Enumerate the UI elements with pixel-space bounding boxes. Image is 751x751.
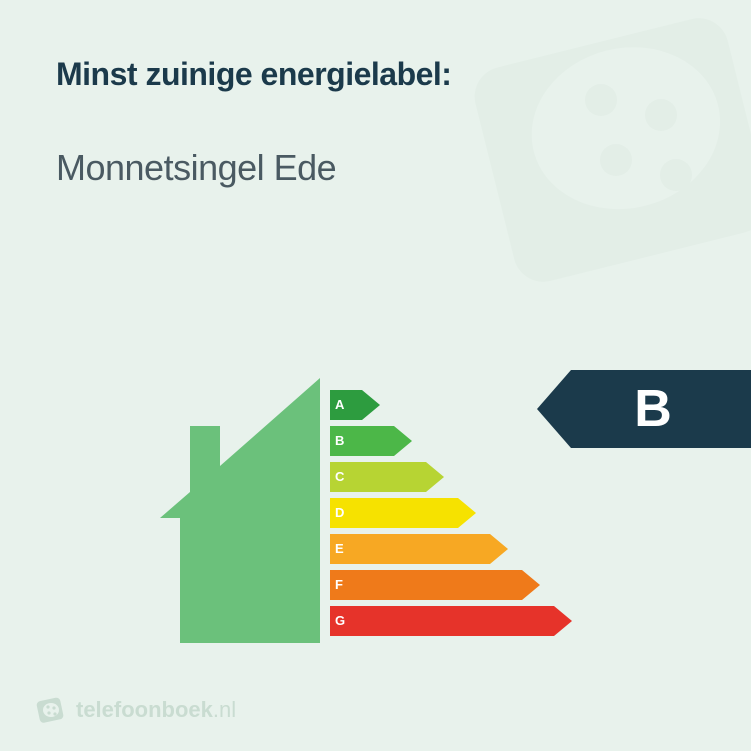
page-title: Minst zuinige energielabel:: [56, 56, 695, 93]
result-letter: B: [634, 379, 672, 439]
bar-label: A: [335, 390, 344, 420]
content-area: Minst zuinige energielabel: Monnetsingel…: [0, 0, 751, 189]
bar-label: F: [335, 570, 343, 600]
bar-label: E: [335, 534, 344, 564]
result-badge: B: [537, 370, 751, 448]
brand-text: telefoonboek: [76, 697, 213, 722]
brand-tld: .nl: [213, 697, 236, 722]
brand-name: telefoonboek.nl: [76, 697, 236, 723]
result-badge-chevron: [537, 370, 571, 448]
bar-label: B: [335, 426, 344, 456]
bar-label: D: [335, 498, 344, 528]
location-name: Monnetsingel Ede: [56, 147, 695, 189]
bar-label: C: [335, 462, 344, 492]
footer: telefoonboek.nl: [36, 695, 236, 725]
bar-label: G: [335, 606, 345, 636]
brand-logo-icon: [36, 695, 66, 725]
house-icon: [160, 378, 320, 643]
result-badge-body: B: [571, 370, 751, 448]
